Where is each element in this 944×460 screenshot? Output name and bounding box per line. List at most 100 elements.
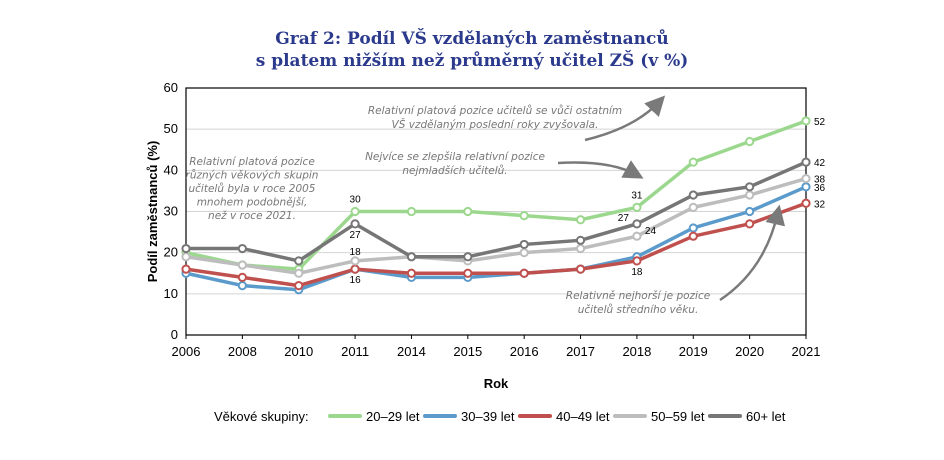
x-tick-label: 2020 bbox=[735, 344, 764, 359]
x-tick-label: 2021 bbox=[792, 344, 821, 359]
data-point bbox=[745, 190, 755, 200]
data-label: 16 bbox=[350, 275, 362, 286]
y-tick-label: 0 bbox=[171, 327, 178, 342]
annotation-text: mnohem podobnější, bbox=[197, 197, 308, 209]
plot-frame bbox=[185, 87, 807, 336]
data-point bbox=[745, 206, 755, 217]
title-line-1: Graf 2: Podíl VŠ vzdělaných zaměstnanců bbox=[275, 29, 669, 49]
annotation-text: Relativně nejhorší je pozice bbox=[566, 290, 710, 302]
data-label: 52 bbox=[814, 117, 826, 128]
data-point bbox=[575, 235, 586, 245]
y-tick-label: 50 bbox=[164, 121, 178, 136]
annotation-text: nejmladších učitelů. bbox=[402, 165, 507, 177]
data-point bbox=[406, 252, 417, 262]
data-point bbox=[632, 231, 642, 241]
y-axis-title: Podíl zaměstnanců (%) bbox=[145, 141, 160, 283]
data-point bbox=[350, 219, 360, 229]
chart-title: Graf 2: Podíl VŠ vzdělaných zaměstnanců … bbox=[0, 28, 944, 72]
data-point bbox=[632, 256, 642, 266]
series-line-1 bbox=[184, 119, 808, 271]
data-label: 38 bbox=[814, 175, 826, 186]
legend-label: 20–29 let bbox=[366, 409, 420, 424]
data-point bbox=[519, 211, 529, 221]
title-line-2: s platem nižším než průměrný učitel ZŠ (… bbox=[255, 51, 689, 71]
data-point bbox=[745, 219, 755, 229]
series-line-5 bbox=[184, 160, 808, 263]
data-point bbox=[688, 223, 698, 233]
series-line-3 bbox=[184, 201, 808, 288]
x-tick-label: 2014 bbox=[397, 344, 426, 359]
annotation-arrow bbox=[584, 95, 666, 142]
data-point bbox=[181, 252, 191, 262]
data-point bbox=[181, 243, 191, 254]
data-point bbox=[575, 243, 586, 254]
x-axis-title: Rok bbox=[484, 376, 509, 391]
annotation-arrow bbox=[719, 204, 786, 302]
data-point bbox=[745, 136, 755, 147]
legend-label: 40–49 let bbox=[556, 409, 610, 424]
data-point bbox=[575, 215, 586, 225]
y-tick-label: 20 bbox=[164, 245, 178, 260]
y-tick-label: 30 bbox=[164, 204, 178, 219]
data-point bbox=[350, 206, 360, 217]
data-point bbox=[519, 268, 529, 278]
data-point bbox=[688, 190, 698, 200]
data-point bbox=[801, 182, 811, 192]
annotation-text: Relativní platová pozice bbox=[189, 156, 315, 168]
data-point bbox=[237, 243, 247, 254]
annotation-text: učitelů byla v roce 2005 bbox=[189, 183, 316, 195]
data-point bbox=[575, 264, 586, 274]
data-point bbox=[237, 272, 247, 282]
data-label: 30 bbox=[350, 195, 362, 206]
y-tick-label: 40 bbox=[164, 162, 178, 177]
data-label: 36 bbox=[814, 183, 826, 194]
data-point bbox=[463, 252, 473, 262]
data-label: 42 bbox=[814, 158, 826, 169]
data-point bbox=[632, 219, 642, 229]
data-point bbox=[801, 157, 811, 167]
data-point bbox=[350, 264, 360, 274]
legend-title: Věkové skupiny: bbox=[214, 409, 309, 424]
x-tick-label: 2018 bbox=[622, 344, 651, 359]
data-point bbox=[801, 173, 811, 184]
data-point bbox=[688, 231, 698, 241]
data-point bbox=[406, 206, 417, 217]
data-point bbox=[237, 281, 247, 291]
annotation-text: různých věkových skupin bbox=[186, 170, 319, 182]
legend-label: 50–59 let bbox=[651, 409, 705, 424]
data-point bbox=[294, 256, 304, 266]
annotation-text: Nejvíce se zlepšila relativní pozice bbox=[365, 151, 545, 163]
data-point bbox=[745, 182, 755, 192]
series-line-2 bbox=[184, 185, 808, 292]
annotation-text: VŠ vzdělaným poslední roky zvyšovala. bbox=[392, 118, 599, 131]
data-label: 31 bbox=[631, 190, 643, 201]
data-point bbox=[294, 281, 304, 291]
legend-label: 60+ let bbox=[746, 409, 786, 424]
data-point bbox=[688, 157, 698, 167]
legend-label: 30–39 let bbox=[461, 409, 515, 424]
x-tick-label: 2006 bbox=[172, 344, 201, 359]
annotation-arrow bbox=[557, 160, 644, 179]
annotation-text: než v roce 2021. bbox=[208, 210, 296, 222]
x-tick-label: 2016 bbox=[510, 344, 539, 359]
x-tick-label: 2015 bbox=[453, 344, 482, 359]
data-point bbox=[463, 206, 473, 217]
x-tick-label: 2011 bbox=[341, 344, 369, 359]
x-tick-label: 2010 bbox=[284, 344, 313, 359]
data-point bbox=[632, 202, 642, 212]
data-label: 24 bbox=[645, 226, 657, 237]
data-label: 18 bbox=[350, 247, 362, 258]
data-point bbox=[463, 268, 473, 278]
data-point bbox=[688, 202, 698, 212]
series-line-4 bbox=[184, 176, 808, 275]
x-tick-label: 2017 bbox=[566, 344, 595, 359]
data-label: 27 bbox=[350, 230, 362, 241]
data-point bbox=[519, 248, 529, 258]
x-tick-label: 2019 bbox=[679, 344, 708, 359]
data-label: 32 bbox=[814, 199, 826, 210]
data-point bbox=[350, 256, 360, 266]
data-label: 18 bbox=[631, 267, 643, 278]
y-tick-label: 10 bbox=[164, 286, 178, 301]
data-point bbox=[237, 260, 247, 270]
